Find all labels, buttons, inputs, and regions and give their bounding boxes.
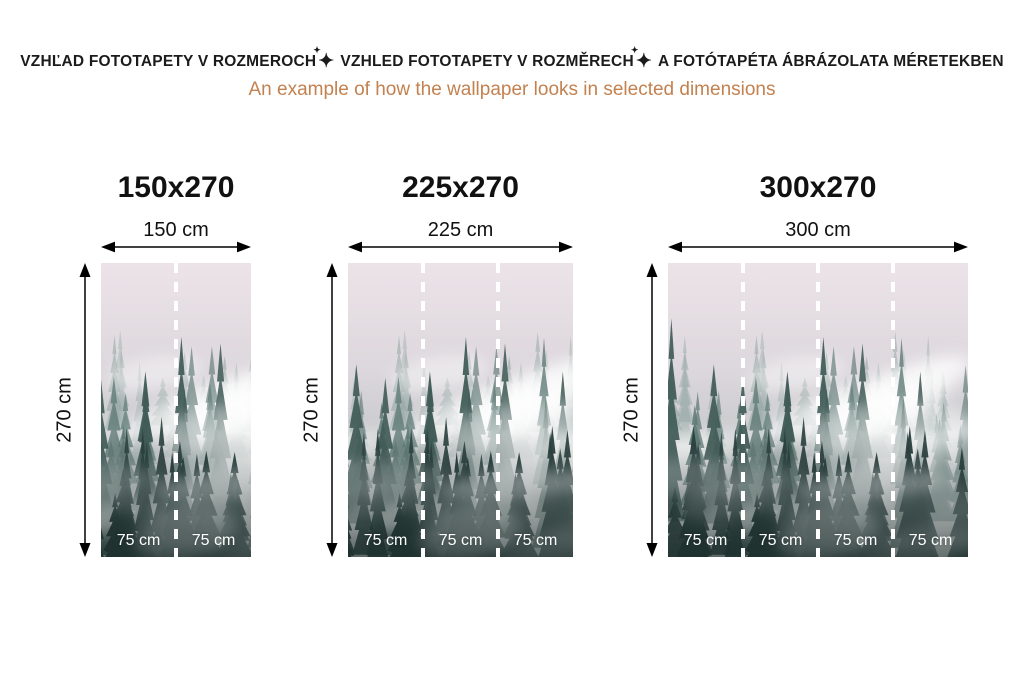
- panel-width-label: 75 cm: [363, 532, 408, 549]
- size-title: 150x270: [117, 171, 235, 204]
- sparkle-icon: ✦: [631, 46, 652, 71]
- width-arrow: [348, 241, 573, 253]
- size-title: 225x270: [402, 171, 519, 204]
- panel-width-label: 75 cm: [683, 532, 728, 549]
- wallpaper-photo: 75 cm 75 cm 75 cm: [348, 263, 573, 557]
- header-subtitle: An example of how the wallpaper looks in…: [248, 79, 776, 100]
- cut-line: [421, 263, 425, 557]
- height-arrow: [79, 263, 91, 557]
- misty-forest-artwork: [668, 263, 968, 557]
- width-dimension-label: 225 cm: [427, 219, 494, 241]
- sparkle-icon: ✦: [313, 46, 334, 71]
- width-dimension-label: 150 cm: [143, 219, 209, 241]
- width-arrow: [668, 241, 968, 253]
- size-title: 300x270: [759, 171, 877, 204]
- width-arrow: [101, 241, 251, 253]
- panel-width-label: 75 cm: [513, 532, 558, 549]
- cut-line: [174, 263, 178, 557]
- panel-width-label: 75 cm: [116, 532, 161, 549]
- panel-width-label: 75 cm: [191, 532, 236, 549]
- height-arrow: [646, 263, 658, 557]
- panel-width-label: 75 cm: [438, 532, 483, 549]
- cut-line: [496, 263, 500, 557]
- width-dimension-label: 300 cm: [785, 219, 851, 241]
- cut-line: [741, 263, 745, 557]
- wallpaper-photo: 75 cm 75 cm 75 cm 75 cm: [668, 263, 968, 557]
- height-dimension-label: 270 cm: [620, 377, 643, 443]
- panel-width-label: 75 cm: [758, 532, 803, 549]
- header-segment-cz: VZHLED FOTOTAPETY V ROZMĚRECH: [340, 53, 634, 70]
- header-title: VZHĽAD FOTOTAPETY V ROZMEROCH✦VZHLED FOT…: [0, 46, 1024, 71]
- panel-width-label: 75 cm: [908, 532, 953, 549]
- height-arrow: [326, 263, 338, 557]
- header-segment-sk: VZHĽAD FOTOTAPETY V ROZMEROCH: [20, 53, 317, 70]
- panel-width-label: 75 cm: [833, 532, 878, 549]
- wallpaper-photo: 75 cm 75 cm: [101, 263, 251, 557]
- cut-line: [891, 263, 895, 557]
- cut-line: [816, 263, 820, 557]
- header-segment-hu: A FOTÓTAPÉTA ÁBRÁZOLATA MÉRETEKBEN: [657, 53, 1004, 70]
